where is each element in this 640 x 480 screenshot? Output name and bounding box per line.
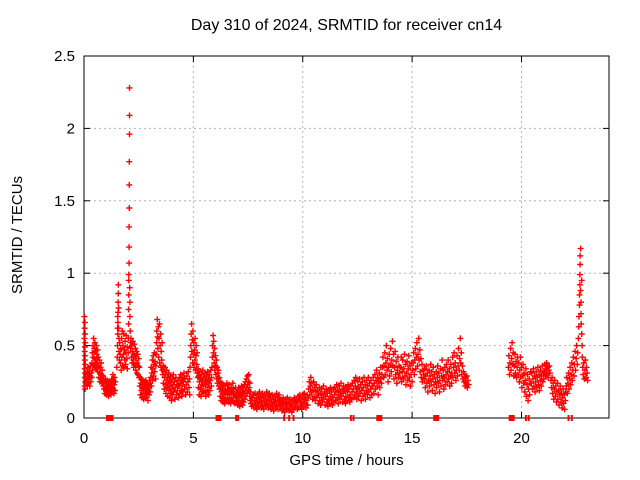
chart-title: Day 310 of 2024, SRMTID for receiver cn1…: [190, 17, 503, 34]
svg-text:15: 15: [404, 430, 421, 447]
svg-text:1.5: 1.5: [54, 193, 75, 210]
tick-labels: 0 5 10 15 20 0 0.5 1 1.5 2 2.5: [54, 48, 530, 447]
svg-text:0: 0: [80, 430, 88, 447]
x-axis-label: GPS time / hours: [289, 452, 404, 469]
svg-text:2: 2: [67, 120, 75, 137]
svg-text:20: 20: [513, 430, 530, 447]
svg-text:0: 0: [67, 410, 75, 427]
svg-text:10: 10: [294, 430, 311, 447]
tick-marks: [83, 55, 609, 419]
plot-border: [83, 55, 610, 419]
svg-text:1: 1: [67, 265, 75, 282]
svg-text:0.5: 0.5: [54, 338, 75, 355]
svg-text:2.5: 2.5: [54, 48, 75, 65]
flag-markers: [106, 415, 573, 421]
data-points: [81, 84, 591, 416]
svg-text:5: 5: [189, 430, 197, 447]
